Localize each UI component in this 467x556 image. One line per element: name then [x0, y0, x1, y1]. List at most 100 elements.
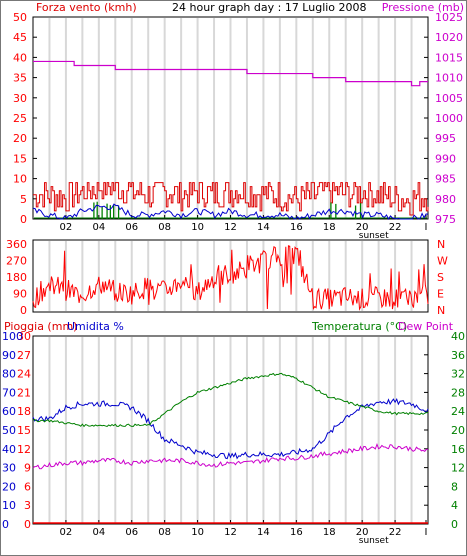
compass-label: N [437, 304, 445, 317]
x-tick-label: 10 [191, 527, 204, 538]
x-tick-label: 02 [60, 222, 73, 233]
temperature-y-tick-label: 24 [451, 405, 465, 418]
average-wind-line [32, 203, 429, 221]
x-tick-label: 08 [158, 527, 171, 538]
x-tick-label: 20 [356, 222, 369, 233]
humidity-y-tick-label: 50 [2, 424, 16, 437]
rain-y-tick-label: 27 [17, 349, 31, 362]
rain-y-axis: 0 3 6 9 12 15 18 21 24 27 30 [17, 330, 31, 531]
wind-y-tick-label: 45 [13, 31, 27, 44]
dewpoint-line [32, 442, 429, 470]
temp-humidity-grid [48, 337, 413, 523]
temperature-y-tick-label: 36 [451, 349, 465, 362]
pressure-y-tick-label: 1000 [435, 112, 463, 125]
compass-label: W [437, 255, 448, 268]
wind-y-tick-label: 25 [13, 112, 27, 125]
temperature-y-axis: 0 4 8 12 16 20 24 28 32 36 40 [424, 330, 465, 531]
direction-y-tick-label: 90 [13, 288, 27, 301]
wind-y-tick-label: 30 [13, 92, 27, 105]
x-tick-label: 02 [60, 527, 73, 538]
wind-y-tick-label: 10 [13, 173, 27, 186]
humidity-y-tick-label: 100 [2, 330, 23, 343]
pressure-y-tick-label: 1010 [435, 72, 463, 85]
temperature-y-tick-label: 40 [451, 330, 465, 343]
x-tick-label: 06 [125, 527, 138, 538]
pressure-y-tick-label: 1015 [435, 51, 463, 64]
humidity-axis-label: Umidita % [67, 320, 124, 333]
x-tick-label: 16 [290, 527, 303, 538]
x-tick-label: 12 [224, 222, 237, 233]
compass-label: S [437, 271, 444, 284]
temperature-y-tick-label: 28 [451, 386, 465, 399]
wind-axis-label: Forza vento (kmh) [36, 1, 137, 14]
temperature-y-tick-label: 0 [451, 518, 458, 531]
temp-humidity-series [32, 372, 429, 524]
x-tick-label: 12 [224, 527, 237, 538]
pressure-y-tick-label: 990 [435, 152, 456, 165]
x-tick-label: 16 [290, 222, 303, 233]
rain-y-tick-label: 0 [24, 518, 31, 531]
rain-y-tick-label: 6 [24, 480, 31, 493]
humidity-y-tick-label: 30 [2, 462, 16, 475]
rain-y-tick-label: 18 [17, 405, 31, 418]
x-tick-label: 04 [92, 527, 105, 538]
pressure-axis-label: Pressione (mb) [382, 1, 464, 14]
humidity-y-tick-label: 10 [2, 499, 16, 512]
humidity-y-tick-label: 0 [2, 518, 9, 531]
rain-y-tick-label: 24 [17, 368, 31, 381]
x-tick-label: 14 [257, 222, 270, 233]
gust-series-line [33, 182, 429, 216]
pressure-y-tick-label: 980 [435, 193, 456, 206]
x-tick-label: 18 [323, 527, 336, 538]
wind-y-tick-label: 5 [20, 193, 27, 206]
sunset-label: sunset [359, 536, 389, 546]
compass-label: E [437, 288, 444, 301]
chart-title: 24 hour graph day : 17 Luglio 2008 [172, 1, 367, 14]
x-tick-label: 04 [92, 222, 105, 233]
wind-pressure-series [32, 60, 429, 221]
rain-y-tick-label: 30 [17, 330, 31, 343]
pressure-y-tick-label: 1005 [435, 92, 463, 105]
pressure-y-tick-label: 985 [435, 173, 456, 186]
compass-label: N [437, 238, 445, 251]
humidity-y-tick-label: 60 [2, 405, 16, 418]
pressure-y-axis: 975 980 985 990 995 1000 1005 1010 1015 1020 1025 [424, 11, 463, 226]
wind-y-tick-label: 40 [13, 51, 27, 64]
temperature-axis-label: Temperatura (°C) [311, 320, 407, 333]
direction-y-tick-label: 270 [6, 255, 27, 268]
rain-axis-label: Pioggia (mm) [4, 320, 77, 333]
wind-y-tick-label: 20 [13, 132, 27, 145]
x-tick-label: 20 [356, 527, 369, 538]
pressure-y-tick-label: 975 [435, 213, 456, 226]
pressure-y-tick-label: 995 [435, 132, 456, 145]
rain-y-tick-label: 12 [17, 443, 31, 456]
humidity-y-axis: 0 10 20 30 40 50 60 70 80 90 100 [2, 330, 23, 531]
pressure-y-tick-label: 1025 [435, 11, 463, 24]
humidity-y-tick-label: 70 [2, 386, 16, 399]
x-tick-label: 22 [389, 222, 402, 233]
direction-y-tick-label: 360 [6, 238, 27, 251]
wind-pressure-grid [48, 18, 413, 218]
dewpoint-axis-label: Dew Point [398, 320, 454, 333]
temperature-y-tick-label: 8 [451, 480, 458, 493]
humidity-line [32, 398, 429, 460]
direction-y-tick-label: 180 [6, 271, 27, 284]
humidity-y-tick-label: 80 [2, 368, 16, 381]
temperature-y-tick-label: 16 [451, 443, 465, 456]
x-tick-label: I [425, 527, 428, 538]
pressure-y-tick-label: 1020 [435, 31, 463, 44]
pressure-series-line [33, 60, 428, 87]
humidity-y-tick-label: 90 [2, 349, 16, 362]
x-tick-label: 08 [158, 222, 171, 233]
humidity-y-tick-label: 20 [2, 480, 16, 493]
temperature-y-tick-label: 4 [451, 499, 458, 512]
humidity-y-tick-label: 40 [2, 443, 16, 456]
wind-y-tick-label: 35 [13, 72, 27, 85]
x-tick-label: 10 [191, 222, 204, 233]
rain-y-tick-label: 15 [17, 424, 31, 437]
x-tick-label: I [425, 222, 428, 233]
temperature-y-tick-label: 20 [451, 424, 465, 437]
